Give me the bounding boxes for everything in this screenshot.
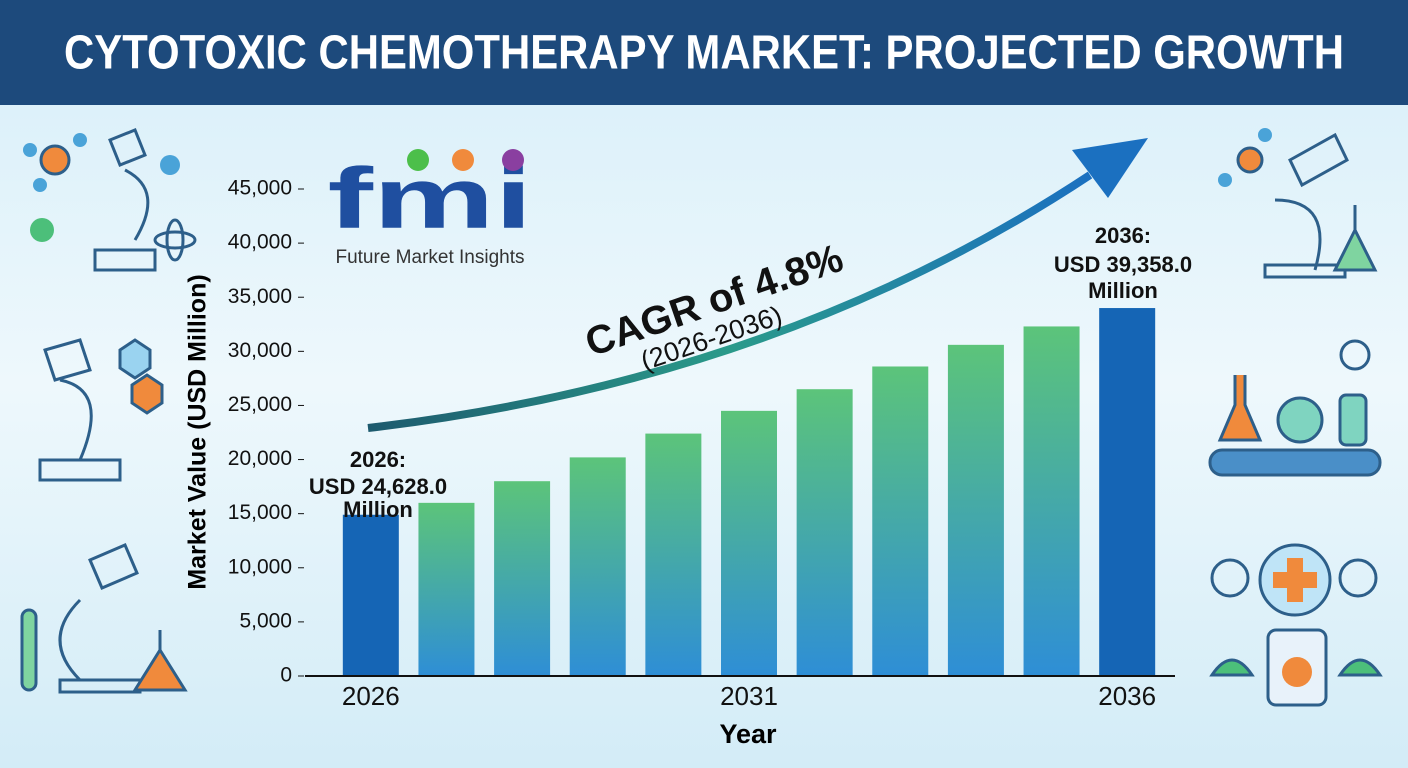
bar <box>872 366 929 676</box>
y-tick-label: 0 <box>280 664 292 687</box>
y-tick-label: 15,000 <box>228 501 292 524</box>
bar <box>418 502 475 676</box>
x-tick-label: 2036 <box>1098 681 1156 711</box>
y-tick-label: 20,000 <box>228 447 292 470</box>
annotation: USD 24,628.0 <box>309 474 447 499</box>
bar <box>645 433 702 676</box>
bar <box>947 344 1004 676</box>
x-axis-title: Year <box>719 719 777 749</box>
y-axis-title: Market Value (USD Million) <box>184 274 212 589</box>
y-tick-label: 10,000 <box>228 555 292 578</box>
annotation: USD 39,358.0 <box>1054 252 1192 277</box>
header <box>0 0 1408 105</box>
y-tick-label: 5,000 <box>239 609 292 632</box>
chart-title: CYTOTOXIC CHEMOTHERAPY MARKET: PROJECTED… <box>64 27 1344 80</box>
y-tick-label: 25,000 <box>228 393 292 416</box>
y-tick-label: 45,000 <box>228 177 292 200</box>
icons-left <box>20 128 197 694</box>
logo: fmi Future Market Insights <box>328 149 533 268</box>
annotation: 2036: <box>1095 223 1151 248</box>
growth-arrow <box>367 171 1093 432</box>
bar <box>342 514 399 676</box>
y-tick-label: 35,000 <box>228 285 292 308</box>
y-tick-label: 30,000 <box>228 339 292 362</box>
logo-caption: Future Market Insights <box>335 247 524 268</box>
x-tick-label: 2026 <box>342 681 400 711</box>
y-tick-label: 40,000 <box>228 231 292 254</box>
bar <box>721 410 777 676</box>
icons-right <box>1208 128 1383 707</box>
annotation: Million <box>1088 278 1158 303</box>
bar <box>494 481 551 676</box>
x-tick-label: 2031 <box>720 681 778 711</box>
logo-mark: fmi <box>328 151 533 247</box>
annotation: 2026: <box>350 447 406 472</box>
bar <box>1099 308 1156 676</box>
bar <box>569 457 626 676</box>
annotation: Million <box>343 497 413 522</box>
bar <box>796 389 853 676</box>
bar <box>1023 326 1080 676</box>
arrow-head <box>1072 138 1148 198</box>
